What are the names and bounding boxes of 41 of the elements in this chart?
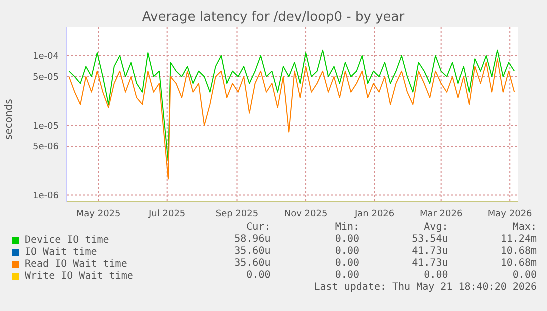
- x-tick-label: Jan 2026: [354, 209, 395, 220]
- text: 0.00: [334, 234, 360, 246]
- legend-label: Write IO Wait time: [25, 270, 134, 282]
- x-tick-label: Jul 2025: [148, 209, 186, 220]
- text: 0.00: [512, 270, 537, 282]
- y-tick-label: 5e-06: [33, 142, 60, 153]
- text: Cur:: [246, 222, 271, 234]
- chart-title: Average latency for /dev/loop0 - by year: [141, 10, 406, 25]
- y-axis-title: seconds: [4, 99, 15, 140]
- text: Avg:: [423, 222, 448, 234]
- text: 35.60u: [234, 258, 271, 270]
- y-tick-label: 5e-05: [33, 73, 59, 84]
- x-tick-label: Sep 2025: [216, 209, 259, 220]
- x-tick-label: May 2025: [76, 209, 121, 220]
- text: 10.68m: [500, 246, 537, 258]
- x-tick-label: Mar 2026: [420, 209, 463, 220]
- text: 35.60u: [234, 246, 271, 258]
- text: 11.24m: [500, 234, 537, 246]
- text: 0.00: [423, 270, 448, 282]
- y-tick-label: 1e-06: [33, 191, 60, 202]
- x-tick-label: May 2026: [488, 209, 533, 220]
- text: 0.00: [334, 258, 360, 270]
- text: 0.00: [334, 270, 360, 282]
- legend-label: Read IO Wait time: [25, 258, 128, 270]
- x-tick-label: Nov 2025: [284, 209, 328, 220]
- y-tick-label: 1e-04: [33, 52, 60, 62]
- text: Last update: Thu May 21 18:40:20 2026: [313, 282, 537, 294]
- text: 53.54u: [411, 234, 448, 246]
- text: 41.73u: [411, 258, 448, 270]
- text: 41.73u: [411, 246, 448, 258]
- text: 0.00: [334, 246, 360, 258]
- line-series: [68, 58, 516, 180]
- legend-label: Device IO time: [25, 234, 110, 246]
- line-series: [68, 50, 516, 163]
- text: 58.96u: [234, 234, 271, 246]
- y-tick-label: 1e-05: [33, 122, 59, 132]
- text: Min:: [334, 222, 360, 234]
- text: 0.00: [246, 270, 271, 282]
- text: 10.68m: [500, 258, 537, 270]
- text: Max:: [512, 222, 537, 234]
- legend-label: IO Wait time: [25, 246, 98, 258]
